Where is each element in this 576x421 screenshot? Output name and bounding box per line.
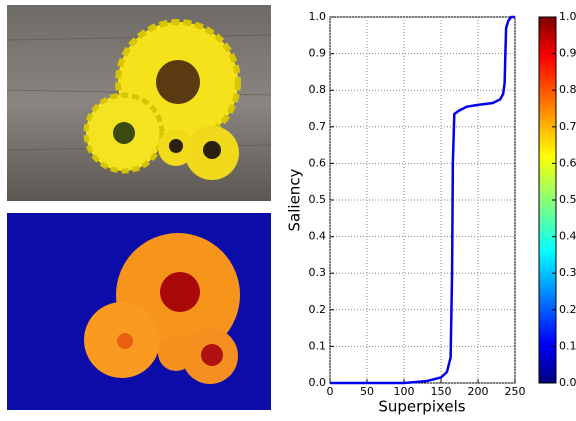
x-tick-label: 150 [431,385,452,398]
y-tick-label: 0.8 [309,83,327,96]
colorbar-tick-label: 0.9 [559,47,576,60]
y-tick-label: 1.0 [309,10,327,23]
colorbar-tick-label: 0.1 [559,339,576,352]
colorbar-tick-label: 0.3 [559,266,576,279]
colorbar-tick-label: 0.2 [559,303,576,316]
y-axis-label: Saliency [286,168,304,231]
x-tick-label: 50 [360,385,374,398]
x-axis-label: Superpixels [378,398,465,416]
photo [7,5,271,201]
colorbar-tick-label: 0.8 [559,83,576,96]
y-tick-label: 0.5 [309,193,327,206]
x-tick-label: 0 [327,385,334,398]
y-tick-label: 0.7 [309,120,327,133]
colorbar-tick-label: 0.6 [559,156,576,169]
x-tick-label: 100 [394,385,415,398]
y-tick-label: 0.3 [309,266,327,279]
y-tick-label: 0.4 [309,230,327,243]
x-tick-label: 200 [468,385,489,398]
y-tick-label: 0.2 [309,303,327,316]
y-tick-label: 0.0 [309,376,327,389]
colorbar-tick-label: 0.7 [559,120,576,133]
colorbar-tick-label: 1.0 [559,10,576,23]
x-tick-label: 250 [505,385,526,398]
y-tick-label: 0.6 [309,156,327,169]
y-tick-label: 0.9 [309,47,327,60]
saliency-map [7,213,271,410]
colorbar-tick-label: 0.5 [559,193,576,206]
colorbar-tick-label: 0.0 [559,376,576,389]
figure: Superpixels Saliency 0.0 0.1 0.2 0.3 0.4 0.5 0… [0,0,576,417]
y-tick-label: 0.1 [309,339,327,352]
colorbar-tick-label: 0.4 [559,230,576,243]
